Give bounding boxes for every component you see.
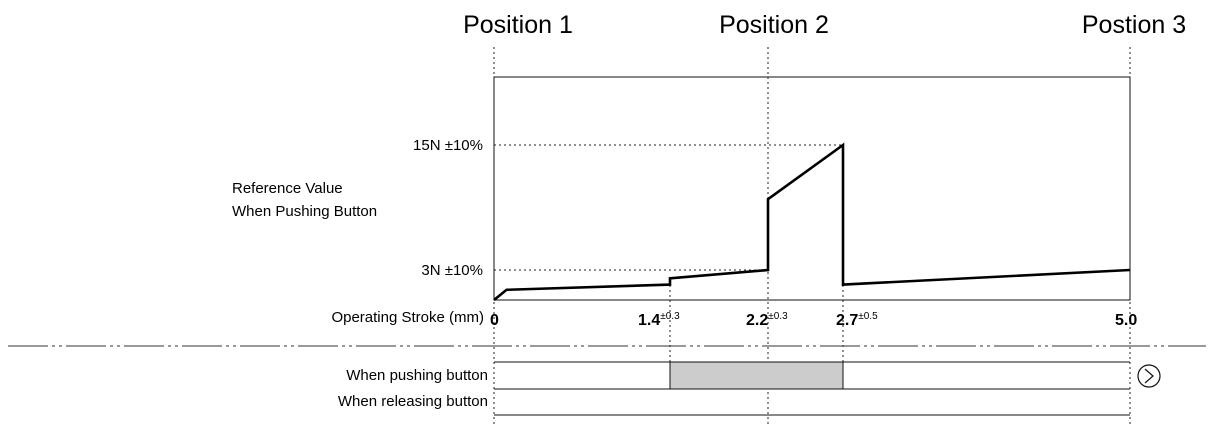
y-label-3n: 3N ±10% bbox=[421, 262, 483, 279]
continue-arrow-icon bbox=[1137, 364, 1161, 388]
y-label-15n: 15N ±10% bbox=[413, 137, 483, 154]
y-axis-title-line-1: Reference Value bbox=[232, 180, 343, 197]
releasing-row-label: When releasing button bbox=[338, 393, 488, 410]
position-1-title: Position 1 bbox=[463, 11, 573, 39]
x-tick-0: 0 bbox=[490, 312, 499, 329]
position-2-title: Position 2 bbox=[719, 11, 829, 39]
pushing-on-band bbox=[669, 361, 844, 390]
position-3-title: Postion 3 bbox=[1082, 11, 1186, 39]
x-axis-label: Operating Stroke (mm) bbox=[331, 309, 484, 326]
x-tick-5-0: 5.0 bbox=[1115, 312, 1137, 329]
x-tick-2-7: 2.7±0.5 bbox=[836, 311, 878, 329]
x-tick-1-4: 1.4±0.3 bbox=[638, 311, 680, 329]
force-curve bbox=[493, 142, 1131, 302]
y-axis-title-line-2: When Pushing Button bbox=[232, 203, 377, 220]
chart-frame bbox=[493, 76, 1131, 301]
pushing-row-label: When pushing button bbox=[346, 367, 488, 384]
x-tick-2-2: 2.2±0.3 bbox=[746, 311, 788, 329]
